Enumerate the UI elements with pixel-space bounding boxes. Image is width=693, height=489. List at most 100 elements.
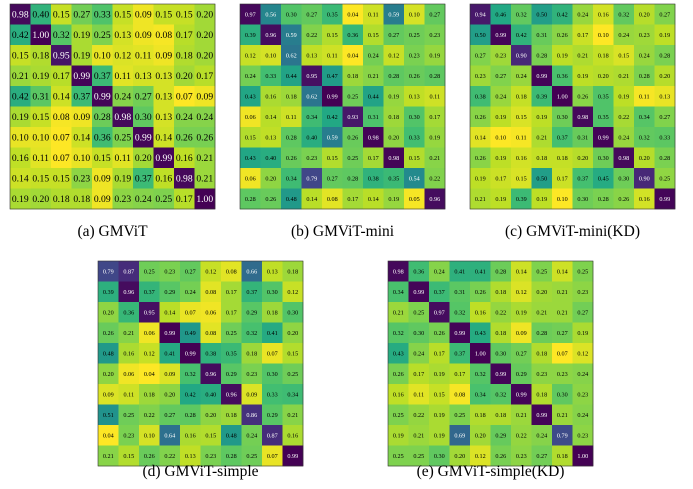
heatmap-cell-label-r7-c5: 0.20 [205,412,216,419]
heatmap-cell-r0-c9 [282,261,304,282]
heatmap-cell-label-r8-c2: 0.34 [286,175,297,182]
heatmap-cell-r2-c0 [98,302,119,323]
heatmap-cell-r2-c2 [511,45,532,66]
heatmap-cell-r3-c1 [118,322,140,344]
heatmap-cell-r7-c5 [572,147,594,169]
heatmap-cell-label-r0-c9: 0.25 [577,268,588,275]
heatmap-cell-r5-c8 [404,106,425,128]
heatmap-cell-label-r2-c5: 0.21 [577,52,588,59]
heatmap-cell-r0-c5 [572,4,594,25]
heatmap-cell-label-r4-c5: 0.38 [205,350,216,357]
heatmap-cell-label-r7-c4: 0.15 [94,153,111,164]
heatmap-cell-label-r6-c3: 0.21 [536,134,547,141]
heatmap-cell-label-r1-c9: 0.19 [659,32,670,39]
heatmap-cell-r1-c2 [281,24,302,46]
heatmap-cell-label-r0-c3: 0.27 [306,11,317,18]
heatmap-cell-label-r2-c7: 0.09 [155,51,172,62]
heatmap-cell-r4-c1 [490,86,512,107]
heatmap-cell-label-r2-c0: 0.12 [245,52,256,59]
heatmap-border [239,3,446,210]
heatmap-cell-r0-c8 [634,4,655,25]
heatmap-cell-r7-c7 [613,147,635,169]
heatmap-cell-label-r2-c2: 0.90 [516,52,527,59]
heatmap-cell-r7-c2 [281,147,302,169]
heatmap-cell-label-r1-c7: 0.08 [155,30,172,41]
heatmap-cell-r7-c3 [531,147,553,169]
heatmap-cell-label-r3-c7: 0.28 [536,330,547,337]
heatmap-cell-r2-c5 [572,45,594,66]
heatmap-cell-r8-c3 [531,168,553,189]
heatmap-cell-r7-c0 [470,147,491,169]
heatmap-cell-r1-c4 [180,281,201,303]
heatmap-cell-label-r4-c4: 1.00 [475,350,486,357]
heatmap-cell-r1-c6 [221,281,242,303]
heatmap-cell-label-r1-c2: 0.37 [144,289,155,296]
heatmap-cell-label-r8-c9: 0.16 [287,432,298,439]
heatmap-cell-r3-c9 [572,322,594,344]
heatmap-cell-r4-c6 [363,86,384,107]
heatmap-cell-label-r0-c0: 0.98 [12,10,29,21]
heatmap-cell-label-r7-c8: 0.21 [557,412,568,419]
heatmap-cell-r2-c0 [388,302,409,323]
heatmap-cell-label-r2-c6: 0.24 [368,52,379,59]
heatmap-cell-r8-c5 [112,168,134,189]
heatmap-cell-label-r4-c6: 0.27 [135,92,152,103]
heatmap-cell-label-r4-c9: 0.11 [429,93,440,100]
heatmap-cell-r0-c0 [470,4,491,25]
heatmap-cell-r7-c4 [552,147,573,169]
heatmap-cell-r7-c4 [470,404,491,426]
heatmap-cell-r6-c5 [112,127,134,148]
heatmap-cell-label-r8-c1: 0.20 [265,175,276,182]
heatmap-cell-label-r9-c9: 0.99 [659,196,670,203]
heatmap-cell-r2-c5 [490,302,512,323]
caption-gmvit-mini-kd: (c) GMViT-mini(KD) [505,223,640,240]
heatmap-cell-r0-c2 [139,261,160,282]
heatmap-cell-label-r3-c7: 0.13 [155,71,172,82]
heatmap-cell-r9-c1 [260,188,282,210]
heatmap-cell-r2-c6 [363,45,384,66]
heatmap-cell-label-r7-c8: 0.15 [409,155,420,162]
heatmap-cell-label-r3-c8: 0.41 [267,330,278,337]
heatmap-cell-label-r1-c1: 0.96 [265,32,276,39]
heatmap-cell-r2-c9 [194,45,216,66]
heatmap-cell-r6-c8 [634,127,655,148]
heatmap-cell-label-r5-c2: 0.04 [144,371,155,378]
heatmap-cell-label-r9-c9: 0.99 [287,453,298,460]
heatmap-cell-label-r0-c2: 0.32 [516,11,527,18]
heatmap-cell-label-r2-c4: 0.16 [475,309,486,316]
heatmap-cell-label-r6-c8: 0.32 [639,134,650,141]
heatmap-cell-label-r9-c0: 0.19 [12,194,29,205]
heatmap-cell-r0-c3 [71,4,93,25]
heatmap-cell-label-r4-c3: 0.41 [164,350,175,357]
heatmap-cell-r3-c7 [383,65,405,87]
heatmap-cell-r1-c2 [139,281,160,303]
heatmap-cell-r1-c7 [241,281,263,303]
heatmap-cell-label-r0-c8: 0.14 [557,268,568,275]
heatmap-cell-label-r1-c3: 0.31 [454,289,465,296]
heatmap-cell-label-r3-c7: 0.21 [618,73,629,80]
heatmap-cell-label-r6-c4: 0.59 [327,134,338,141]
heatmap-cell-r4-c2 [429,343,450,364]
heatmap-cell-label-r2-c7: 0.15 [618,52,629,59]
heatmap-cell-label-r6-c9: 0.19 [429,134,440,141]
heatmap-cell-label-r3-c6: 0.13 [135,71,152,82]
heatmap-cell-label-r5-c2: 0.11 [286,114,297,121]
heatmap-cell-r6-c2 [51,127,72,148]
heatmap-cell-label-r6-c6: 0.99 [598,134,609,141]
heatmap-cell-r7-c1 [490,147,512,169]
heatmap-cell-r0-c8 [174,4,195,25]
heatmap-cell-r9-c4 [552,188,573,210]
heatmap-cell-r5-c7 [613,106,635,128]
heatmap-cell-r3-c6 [593,65,614,87]
heatmap-cell-r4-c4 [470,343,491,364]
heatmap-cell-label-r0-c9: 0.20 [196,10,213,21]
heatmap-cell-label-r8-c0: 0.19 [475,175,486,182]
heatmap-cell-label-r1-c7: 0.27 [388,32,399,39]
heatmap-cell-r7-c4 [92,147,113,169]
heatmap-cell-label-r7-c9: 0.21 [429,155,440,162]
heatmap-cell-r1-c9 [282,281,304,303]
heatmap-cell-r5-c8 [634,106,655,128]
heatmap-cell-label-r0-c6: 0.11 [368,11,379,18]
heatmap-cell-r1-c4 [322,24,343,46]
heatmap-cell-r8-c9 [424,168,446,189]
